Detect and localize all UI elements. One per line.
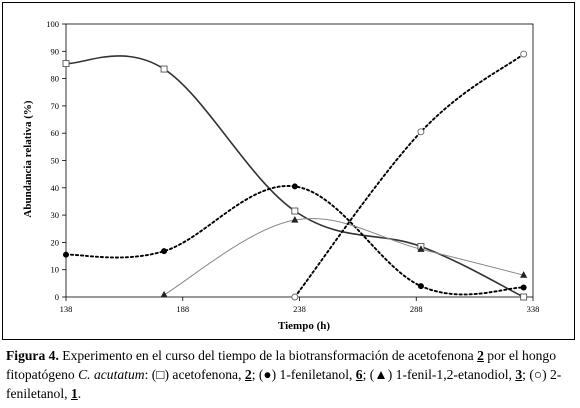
axes: 0 10 20 30 40 50 60 70 80 90 100 138 188 238 288 338 [46,19,539,314]
y-tick-label: 60 [51,128,60,138]
x-tick-label: 138 [60,304,73,314]
series-curves [65,53,525,298]
y-tick-label: 70 [51,101,60,111]
figure-caption: Figura 4. Experimento en el curso del ti… [6,346,576,403]
caption-text: ; ( [251,367,264,382]
filled-triangle-marker [520,271,528,278]
filled-circle-marker [520,284,527,291]
open-square-marker [160,65,168,73]
caption-text: ) 1-feniletanol, [271,367,356,382]
open-square-marker [291,207,299,215]
x-tick-label: 188 [176,304,189,314]
caption-text: por el hongo fitopatógeno [6,348,557,382]
compound-ref: 2 [244,367,252,382]
filled-circle-marker [161,248,168,255]
y-axis-title: Abundancia relativa (%) [22,100,34,217]
compound-ref: 1 [70,386,78,401]
caption-text: ) 1-fenil-1,2-etanodiol, [387,367,516,382]
caption-text: Experimento en el curso del tiempo de la… [58,348,478,363]
open-circle-symbol: ○ [533,367,543,382]
filled-circle-marker [291,183,298,190]
caption-text: ) 2-feniletanol, [6,367,562,401]
filled-circle-marker [417,283,424,290]
open-square-marker [520,293,528,301]
line-chart: 0 10 20 30 40 50 60 70 80 90 100 138 188 238 288 338 Ti… [22,19,539,332]
series-2-line [65,185,525,296]
series-4-line [293,53,525,298]
filled-triangle-marker [160,290,168,298]
filled-triangle-marker [291,216,299,223]
filled-triangle-marker [417,245,425,252]
y-tick-label: 90 [51,46,60,56]
x-axis-title: Tiempo (h) [278,320,330,332]
caption-text: . [77,386,82,401]
filled-circle-marker [63,251,69,258]
caption-text: ) acetofenona, [164,367,245,382]
open-square-symbol: □ [156,367,165,382]
x-tick-label: 338 [527,304,540,314]
x-tick-label: 288 [410,304,423,314]
x-tick-label: 238 [293,304,306,314]
y-tick-label: 30 [51,210,60,220]
compound-ref: 2 [477,348,484,363]
y-tick-label: 10 [51,265,60,275]
open-square-marker [62,60,70,68]
open-circle-marker [291,293,299,301]
y-tick-label: 100 [46,19,59,29]
series-3-line [163,218,525,296]
figure-label: Figura 4. [6,348,59,363]
caption-text: ; ( [362,367,375,382]
open-circle-marker [417,128,425,136]
y-tick-label: 40 [51,183,60,193]
compound-ref: 6 [355,367,363,382]
y-tick-label: 80 [51,74,60,84]
compound-ref: 3 [515,367,523,382]
open-circle-marker [520,50,528,58]
filled-triangle-symbol: ▲ [374,367,388,382]
y-tick-label: 20 [51,237,60,247]
species-name: C. acutatum [78,367,145,382]
caption-text: : ( [144,367,157,382]
filled-circle-symbol: ● [263,367,272,382]
chart-frame: 0 10 20 30 40 50 60 70 80 90 100 138 188 238 288 338 Ti… [2,2,575,340]
series-markers [62,50,528,301]
caption-text: ; ( [522,367,534,382]
y-tick-label: 0 [55,292,59,302]
series-1-line [65,55,525,298]
y-tick-label: 50 [51,156,60,166]
